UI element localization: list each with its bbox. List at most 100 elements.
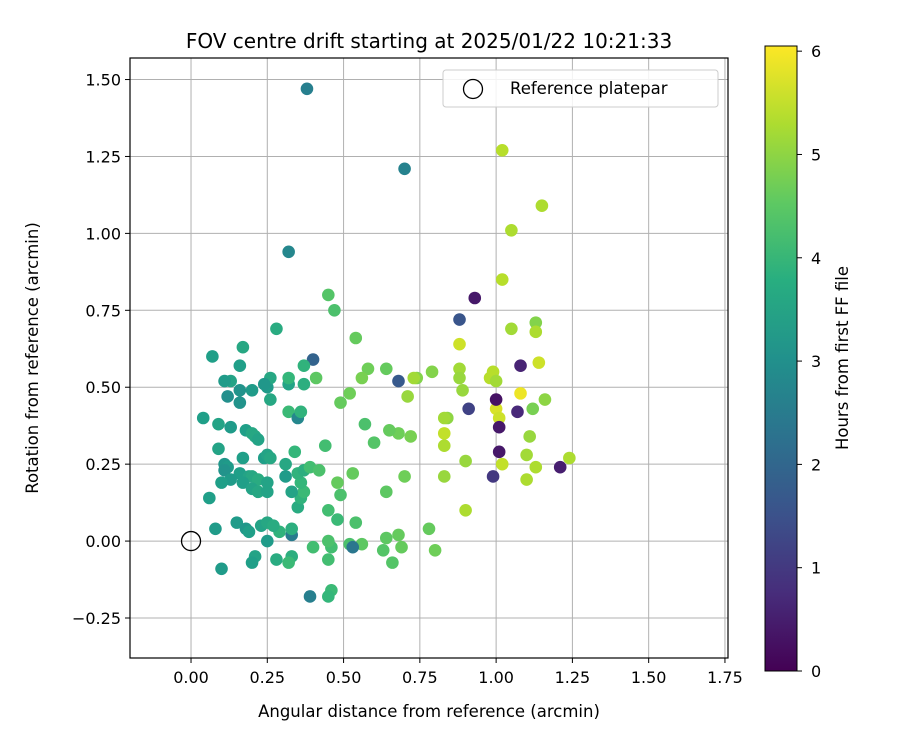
data-point	[529, 460, 543, 474]
data-point	[425, 365, 439, 379]
data-point	[245, 384, 259, 397]
plot-frame	[129, 57, 729, 659]
data-point	[462, 402, 475, 416]
data-point	[520, 473, 533, 486]
data-point	[459, 454, 472, 468]
data-point	[203, 491, 216, 505]
data-point	[492, 420, 506, 434]
data-point	[233, 396, 247, 409]
legend: Reference platepar	[442, 69, 719, 108]
data-point	[401, 390, 414, 403]
data-point	[379, 531, 393, 545]
data-point	[331, 513, 344, 526]
data-point	[285, 522, 299, 536]
data-point	[358, 417, 372, 431]
data-point	[251, 433, 265, 446]
data-point	[379, 485, 393, 499]
data-point	[282, 405, 295, 419]
data-point	[553, 460, 567, 474]
data-point	[422, 522, 436, 536]
data-point	[309, 371, 323, 385]
x-tick-label: 0.75	[402, 668, 438, 687]
data-point	[453, 337, 466, 351]
data-point	[526, 402, 540, 416]
data-point	[221, 390, 234, 403]
data-point	[563, 451, 576, 465]
colorbar-tick-label: 3	[811, 352, 821, 371]
data-point	[523, 430, 536, 443]
data-point	[236, 451, 250, 465]
colorbar-label: Hours from first FF file	[833, 266, 852, 450]
data-point	[270, 553, 283, 566]
colorbar-tick-label: 2	[811, 455, 821, 474]
colorbar-tick-label: 4	[811, 249, 821, 268]
data-point	[328, 304, 341, 317]
x-tick-label: 1.00	[478, 668, 514, 687]
data-point	[218, 374, 231, 388]
data-point	[297, 359, 311, 372]
data-point	[404, 430, 417, 443]
data-point	[392, 528, 405, 542]
x-axis-label: Angular distance from reference (arcmin)	[258, 702, 600, 721]
x-tick-label: 1.25	[555, 668, 591, 687]
data-point	[343, 387, 356, 400]
data-point	[279, 457, 292, 471]
data-point	[224, 420, 237, 434]
data-point	[196, 411, 210, 425]
y-tick-label: 1.00	[85, 224, 121, 243]
y-tick-label: −0.25	[72, 609, 121, 628]
data-point	[379, 362, 393, 376]
data-point	[489, 393, 503, 406]
data-point	[206, 350, 219, 363]
data-point	[318, 439, 332, 452]
data-point	[270, 322, 283, 336]
data-point	[459, 504, 472, 517]
data-point	[492, 411, 506, 425]
data-point	[355, 371, 369, 385]
data-point	[264, 451, 277, 465]
data-point	[383, 424, 396, 437]
data-point	[437, 439, 451, 452]
data-point	[495, 273, 509, 286]
data-point	[532, 356, 546, 369]
x-tick-label: 1.75	[707, 668, 743, 687]
y-tick-label: 0.25	[85, 455, 121, 474]
y-tick-label: 0.50	[85, 378, 121, 397]
data-point	[437, 411, 451, 425]
data-point	[233, 359, 247, 372]
data-point	[489, 374, 503, 388]
data-point	[361, 362, 375, 376]
data-point	[306, 540, 320, 554]
colorbar-gradient	[764, 45, 798, 672]
data-point	[285, 485, 299, 499]
data-point	[468, 291, 482, 305]
data-point	[257, 377, 271, 391]
data-point	[538, 393, 552, 406]
data-point	[398, 162, 411, 176]
data-point	[529, 316, 543, 329]
y-axis-label: Rotation from reference (arcmin)	[23, 222, 42, 494]
data-point	[495, 144, 509, 157]
data-point	[349, 516, 363, 529]
y-tick-label: 0.00	[85, 532, 121, 551]
colorbar: 0 1 2 3 4 5 6 Hours from first FF file	[764, 42, 852, 681]
y-tick-label: 0.75	[85, 301, 121, 320]
data-point	[495, 457, 509, 471]
data-point	[453, 362, 466, 376]
data-point	[236, 340, 250, 354]
y-axis-ticks: −0.25 0.00 0.25 0.50 0.75 1.00 1.25 1.50	[72, 71, 130, 628]
data-point	[212, 442, 225, 456]
x-tick-label: 0.25	[249, 668, 285, 687]
data-point	[456, 384, 469, 397]
data-point	[346, 540, 360, 554]
colorbar-tick-label: 6	[811, 42, 821, 61]
data-point	[367, 436, 381, 449]
x-axis-ticks: 0.00 0.25 0.50 0.75 1.00 1.25 1.50 1.75	[173, 658, 743, 687]
colorbar-tick-label: 5	[811, 145, 821, 164]
data-point	[267, 519, 280, 532]
data-point	[395, 540, 408, 554]
data-point	[312, 464, 326, 477]
legend-box	[442, 69, 719, 108]
data-point	[215, 476, 228, 489]
